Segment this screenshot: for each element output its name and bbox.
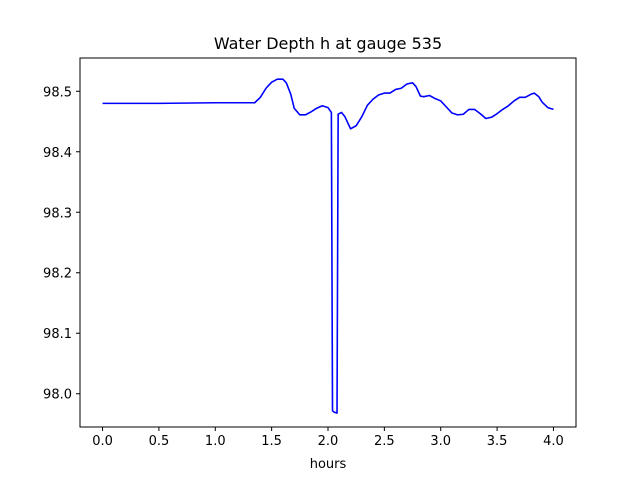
- x-tick-label: 3.5: [487, 434, 508, 449]
- y-tick-label: 98.5: [43, 85, 72, 100]
- y-tick-label: 98.2: [43, 267, 72, 282]
- x-tick-label: 1.0: [205, 434, 226, 449]
- x-axis: 0.0 0.5 1.0 1.5 2.0 2.5 3.0 3.5 4.0: [92, 427, 564, 449]
- x-tick-label: 2.5: [374, 434, 395, 449]
- x-tick-label: 0.5: [149, 434, 170, 449]
- y-tick-label: 98.0: [43, 388, 72, 403]
- x-axis-label: hours: [310, 457, 347, 472]
- x-tick-label: 2.0: [318, 434, 339, 449]
- chart-title: Water Depth h at gauge 535: [214, 34, 442, 53]
- plot-area-frame: [79, 57, 577, 428]
- series-layer: [102, 78, 554, 414]
- series-line-water-depth: [102, 78, 554, 414]
- y-tick-label: 98.4: [43, 146, 72, 161]
- y-tick-label: 98.1: [43, 327, 72, 342]
- x-tick-label: 1.5: [261, 434, 282, 449]
- x-tick-label: 3.0: [430, 434, 451, 449]
- y-tick-label: 98.3: [43, 206, 72, 221]
- y-axis: 98.0 98.1 98.2 98.3 98.4 98.5: [43, 85, 80, 403]
- x-tick-label: 4.0: [543, 434, 564, 449]
- x-tick-label: 0.0: [92, 434, 113, 449]
